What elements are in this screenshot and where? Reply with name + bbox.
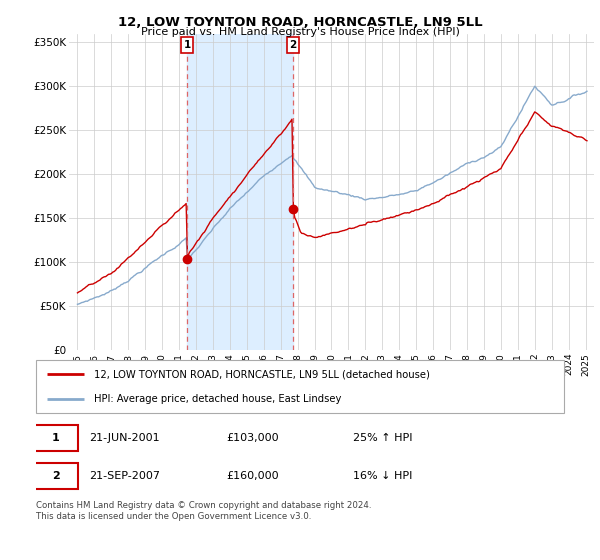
Text: 12, LOW TOYNTON ROAD, HORNCASTLE, LN9 5LL: 12, LOW TOYNTON ROAD, HORNCASTLE, LN9 5L…: [118, 16, 482, 29]
FancyBboxPatch shape: [34, 425, 78, 451]
Text: 25% ↑ HPI: 25% ↑ HPI: [353, 433, 412, 443]
Text: 21-SEP-2007: 21-SEP-2007: [89, 471, 160, 481]
Text: 21-JUN-2001: 21-JUN-2001: [89, 433, 160, 443]
Text: £160,000: £160,000: [226, 471, 279, 481]
FancyBboxPatch shape: [36, 360, 564, 413]
Text: 12, LOW TOYNTON ROAD, HORNCASTLE, LN9 5LL (detached house): 12, LOW TOYNTON ROAD, HORNCASTLE, LN9 5L…: [94, 370, 430, 380]
Text: 1: 1: [184, 40, 191, 50]
Text: £103,000: £103,000: [226, 433, 279, 443]
Text: Contains HM Land Registry data © Crown copyright and database right 2024.
This d: Contains HM Land Registry data © Crown c…: [36, 501, 371, 521]
FancyBboxPatch shape: [34, 463, 78, 489]
Bar: [187, 34, 293, 350]
Text: HPI: Average price, detached house, East Lindsey: HPI: Average price, detached house, East…: [94, 394, 341, 404]
Text: 1: 1: [52, 433, 59, 443]
Text: Price paid vs. HM Land Registry's House Price Index (HPI): Price paid vs. HM Land Registry's House …: [140, 27, 460, 37]
Text: 2: 2: [52, 471, 59, 481]
Text: 2: 2: [289, 40, 296, 50]
Text: 16% ↓ HPI: 16% ↓ HPI: [353, 471, 412, 481]
